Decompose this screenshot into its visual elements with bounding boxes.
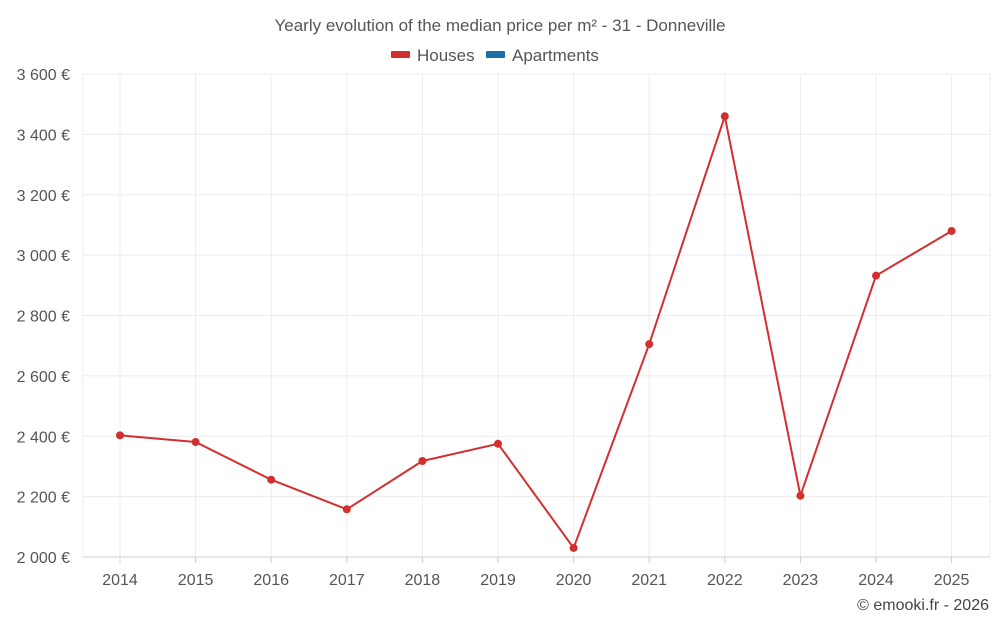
legend[interactable]: Houses Apartments	[391, 46, 599, 65]
grid-lines	[82, 73, 991, 557]
series-layer	[116, 112, 956, 552]
legend-swatch-apartments	[486, 51, 505, 58]
y-tick-label: 3 600 €	[17, 67, 70, 84]
y-tick-label: 3 000 €	[17, 248, 70, 265]
data-point-2019[interactable]	[494, 439, 502, 448]
legend-swatch-houses	[391, 51, 410, 58]
chart-title: Yearly evolution of the median price per…	[274, 16, 725, 35]
data-point-2025[interactable]	[947, 226, 956, 235]
x-tick-label: 2019	[480, 572, 516, 589]
legend-label-apartments: Apartments	[512, 46, 599, 65]
data-point-2016[interactable]	[267, 475, 276, 484]
x-tick-label: 2020	[556, 572, 592, 589]
x-tick-label: 2017	[329, 572, 365, 589]
data-point-2014[interactable]	[116, 431, 124, 440]
y-tick-label: 3 200 €	[17, 188, 70, 205]
x-tick-label: 2023	[783, 572, 819, 589]
credit-text: © emooki.fr - 2026	[857, 597, 989, 614]
data-point-2017[interactable]	[342, 505, 351, 514]
x-tick-label: 2024	[858, 572, 894, 589]
data-point-2023[interactable]	[796, 491, 805, 500]
data-point-2024[interactable]	[872, 271, 880, 280]
data-point-2015[interactable]	[191, 437, 200, 446]
x-tick-label: 2018	[405, 572, 441, 589]
y-tick-label: 2 000 €	[17, 550, 70, 567]
x-tick-label: 2021	[631, 572, 667, 589]
x-tick-label: 2016	[253, 572, 289, 589]
y-tick-label: 3 400 €	[17, 127, 70, 144]
legend-item-houses[interactable]: Houses	[391, 46, 475, 65]
y-tick-label: 2 800 €	[17, 309, 70, 326]
y-tick-label: 2 400 €	[17, 429, 70, 446]
series-line-houses	[119, 115, 953, 549]
data-point-2022[interactable]	[720, 112, 729, 121]
series-houses	[116, 112, 956, 552]
x-tick-label: 2022	[707, 572, 743, 589]
y-tick-label: 2 600 €	[17, 369, 70, 386]
x-tick-label: 2025	[934, 572, 970, 589]
axes: 2 000 € 2 200 € 2 400 € 2 600 € 2 800 € 3 000…	[17, 67, 990, 589]
legend-label-houses: Houses	[417, 46, 475, 65]
x-tick-label: 2015	[178, 572, 214, 589]
y-tick-label: 2 200 €	[17, 490, 70, 507]
legend-item-apartments[interactable]: Apartments	[486, 46, 599, 65]
data-point-2020[interactable]	[569, 543, 578, 552]
data-point-2018[interactable]	[418, 457, 427, 466]
x-tick-label: 2014	[102, 572, 138, 589]
data-point-2021[interactable]	[645, 340, 654, 349]
